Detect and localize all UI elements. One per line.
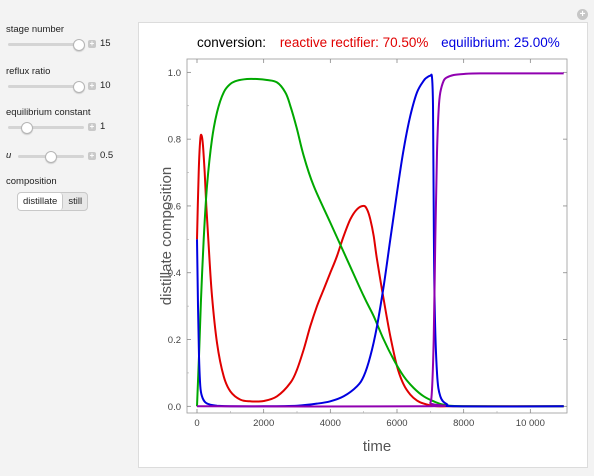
x-tick-label: 2000 [253, 418, 274, 429]
stage-number-slider-thumb[interactable] [72, 39, 85, 51]
reflux-ratio-slider-thumb[interactable] [72, 81, 85, 93]
control-panel: stage number + 15 reflux ratio + 10 equi… [0, 0, 136, 476]
composition-toggle[interactable]: distillate still [17, 192, 89, 211]
x-tick-label: 0 [194, 418, 199, 429]
stage-number-value: 15 [100, 38, 111, 49]
u-label: u [6, 150, 12, 161]
x-tick-label: 6000 [386, 418, 407, 429]
reflux-ratio-label: reflux ratio [6, 66, 51, 77]
composition-option-distillate[interactable]: distillate [18, 193, 64, 210]
equilibrium-constant-expand-icon[interactable]: + [88, 122, 96, 131]
equilibrium-constant-value: 1 [100, 121, 106, 132]
u-slider-thumb[interactable] [45, 151, 57, 163]
stage-number-slider[interactable] [8, 43, 84, 46]
reactive-rectifier-conversion: reactive rectifier: 70.50% [280, 35, 429, 50]
equilibrium-constant-label: equilibrium constant [6, 107, 91, 118]
y-axis-label: distillate composition [158, 167, 175, 305]
composition-label: composition [6, 176, 57, 187]
plot-panel: conversion: reactive rectifier: 70.50% e… [138, 22, 588, 468]
u-value: 0.5 [100, 150, 114, 161]
conversion-label: conversion: [197, 35, 266, 50]
green-series-line [196, 77, 564, 408]
equilibrium-constant-slider-thumb[interactable] [21, 122, 33, 134]
options-plus-icon[interactable]: + [577, 9, 588, 20]
x-tick-label: 10 000 [516, 418, 545, 429]
plot-frame [186, 58, 568, 414]
equilibrium-constant-slider[interactable] [8, 126, 84, 129]
y-tick-label: 0.6 [168, 201, 181, 212]
reflux-ratio-value: 10 [100, 80, 111, 91]
red-series-line [196, 133, 564, 408]
x-axis-label: time [363, 438, 391, 455]
stage-number-expand-icon[interactable]: + [88, 39, 96, 48]
svg-text:conversion: reactive rec: conversion: reactive rectifier: 70.50% e… [197, 35, 560, 50]
reflux-ratio-expand-icon[interactable]: + [88, 81, 96, 90]
x-tick-label: 8000 [453, 418, 474, 429]
x-tick-label: 4000 [320, 418, 341, 429]
blue-series-line [196, 73, 564, 408]
reflux-ratio-slider[interactable] [8, 85, 84, 88]
composition-option-still[interactable]: still [68, 196, 83, 207]
y-tick-label: 1.0 [168, 68, 181, 79]
y-tick-label: 0.2 [168, 335, 181, 346]
equilibrium-conversion: equilibrium: 25.00% [441, 35, 560, 50]
purple-series-line [196, 72, 564, 408]
y-tick-label: 0.4 [168, 268, 181, 279]
y-tick-label: 0.8 [168, 135, 181, 146]
u-expand-icon[interactable]: + [88, 151, 96, 160]
stage-number-label: stage number [6, 24, 65, 35]
y-tick-label: 0.0 [168, 402, 181, 413]
composition-chart: conversion: reactive rectifier: 70.50% e… [158, 35, 568, 455]
